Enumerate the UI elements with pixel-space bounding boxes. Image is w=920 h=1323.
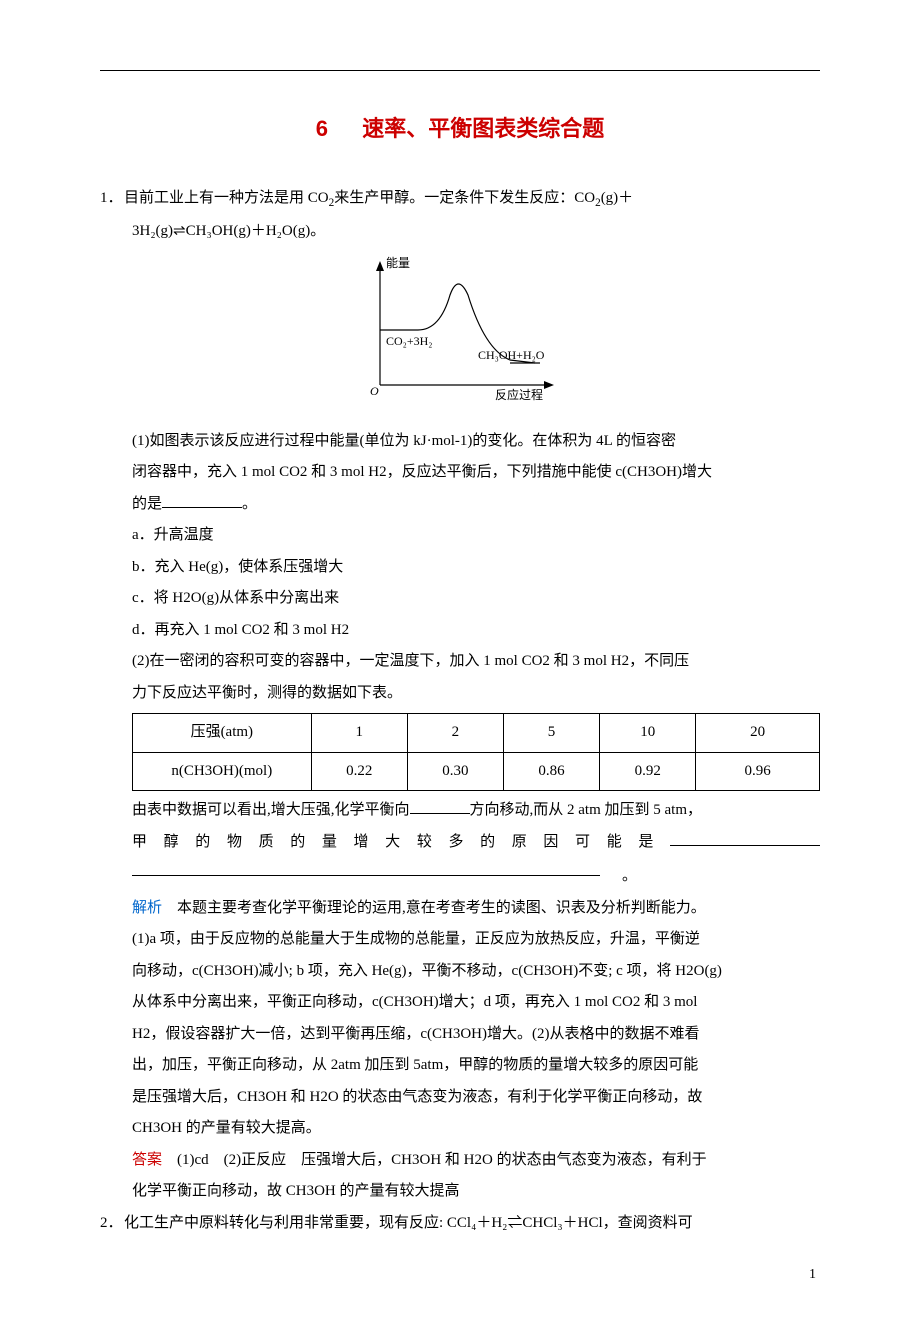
y-axis-arrow xyxy=(376,261,384,271)
q1-table-wrap: 压强(atm) 1 2 5 10 20 n(CH3OH)(mol) 0.22 0… xyxy=(100,713,820,791)
table-row: 压强(atm) 1 2 5 10 20 xyxy=(133,714,820,753)
page-title: 6 速率、平衡图表类综合题 xyxy=(100,111,820,143)
table-cell: 0.96 xyxy=(696,752,820,791)
product-label: CH₃OH+H₂O xyxy=(478,348,545,362)
q1-intro-a: 目前工业上有一种方法是用 CO xyxy=(124,190,329,206)
table-row: n(CH3OH)(mol) 0.22 0.30 0.86 0.92 0.96 xyxy=(133,752,820,791)
y-axis-label: 能量 xyxy=(386,256,410,270)
q2-number: 2． xyxy=(100,1208,124,1240)
q1-jiexi-1: 本题主要考查化学平衡理论的运用,意在考查考生的读图、识表及分析判断能力。 xyxy=(177,900,706,916)
q1-intro-line2: 3H₂(g)⇌CH₃OH(g)＋H₂O(g)。 xyxy=(100,216,820,248)
q1-p1-c: 的是 xyxy=(132,496,162,512)
q1-blank-2 xyxy=(410,799,470,814)
q1-after-c: 甲醇的物质的量增大较多的原因可能是 xyxy=(132,834,670,850)
table-cell: 0.22 xyxy=(311,752,407,791)
q1-p1-c-row: 的是 。 xyxy=(100,489,820,521)
q1-jiexi-4: 从体系中分离出来，平衡正向移动，c(CH3OH)增大；d 项，再充入 1 mol… xyxy=(100,987,820,1019)
q1-blank-3 xyxy=(670,831,820,846)
table-header-nmol: n(CH3OH)(mol) xyxy=(133,752,312,791)
table-cell: 2 xyxy=(407,714,503,753)
x-axis-label: 反应过程 xyxy=(495,387,543,402)
q1-blank-1 xyxy=(162,493,242,508)
energy-diagram-svg: 能量 CO₂+3H₂ CH₃OH+H₂O O 反应过程 xyxy=(350,255,570,405)
q1-after-table-1: 由表中数据可以看出,增大压强,化学平衡向 方向移动,而从 2 atm 加压到 5 … xyxy=(100,795,820,827)
x-axis-arrow xyxy=(544,381,554,389)
q1-intro-b: 来生产甲醇。一定条件下发生反应：CO xyxy=(334,190,595,206)
top-divider xyxy=(100,70,820,71)
q1-jiexi-6: 出，加压，平衡正向移动，从 2atm 加压到 5atm，甲醇的物质的量增大较多的… xyxy=(100,1050,820,1082)
q1-p1-b: 闭容器中，充入 1 mol CO2 和 3 mol H2，反应达平衡后，下列措施… xyxy=(100,457,820,489)
reactant-label: CO₂+3H₂ xyxy=(386,334,432,348)
q1-after-table-2: 甲醇的物质的量增大较多的原因可能是 xyxy=(100,827,820,859)
jiexi-label: 解析 xyxy=(132,900,162,916)
origin-label: O xyxy=(370,384,379,398)
q1-p1-a: (1)如图表示该反应进行过程中能量(单位为 kJ·mol-1)的变化。在体积为 … xyxy=(100,426,820,458)
q1-after-b: 方向移动,而从 2 atm 加压到 5 atm， xyxy=(470,802,703,818)
table-cell: 0.92 xyxy=(600,752,696,791)
q1-daan-2: 化学平衡正向移动，故 CH3OH 的产量有较大提高 xyxy=(100,1176,820,1208)
q1-opt-b: b．充入 He(g)，使体系压强增大 xyxy=(100,552,820,584)
q1-jiexi-3: 向移动，c(CH3OH)减小; b 项，充入 He(g)，平衡不移动，c(CH3… xyxy=(100,956,820,988)
q1-p2-a: (2)在一密闭的容积可变的容器中，一定温度下，加入 1 mol CO2 和 3 … xyxy=(100,646,820,678)
table-cell: 20 xyxy=(696,714,820,753)
table-cell: 0.86 xyxy=(503,752,599,791)
q1-after-table-4: 。 xyxy=(100,861,820,893)
table-cell: 0.30 xyxy=(407,752,503,791)
q1-opt-a: a．升高温度 xyxy=(100,520,820,552)
q1-opt-c: c．将 H2O(g)从体系中分离出来 xyxy=(100,583,820,615)
q1-daan-1: (1)cd (2)正反应 压强增大后，CH3OH 和 H2O 的状态由气态变为液… xyxy=(177,1152,707,1168)
q1-opt-d: d．再充入 1 mol CO2 和 3 mol H2 xyxy=(100,615,820,647)
document-body: 1．目前工业上有一种方法是用 CO2来生产甲醇。一定条件下发生反应：CO2(g)… xyxy=(100,183,820,1239)
daan-label: 答案 xyxy=(132,1152,162,1168)
title-text: 速率、平衡图表类综合题 xyxy=(362,116,604,141)
q1-jiexi-8: CH3OH 的产量有较大提高。 xyxy=(100,1113,820,1145)
q1-number: 1． xyxy=(100,183,124,215)
table-header-pressure: 压强(atm) xyxy=(133,714,312,753)
q1-p2-b: 力下反应达平衡时，测得的数据如下表。 xyxy=(100,678,820,710)
q1-intro-c: (g)＋ xyxy=(601,190,634,206)
page-number: 1 xyxy=(100,1267,820,1283)
table-cell: 10 xyxy=(600,714,696,753)
q1-jiexi-7: 是压强增大后，CH3OH 和 H2O 的状态由气态变为液态，有利于化学平衡正向移… xyxy=(100,1082,820,1114)
q1-jiexi-5: H2，假设容器扩大一倍，达到平衡再压缩，c(CH3OH)增大。(2)从表格中的数… xyxy=(100,1019,820,1051)
q1-after-d: 。 xyxy=(622,868,637,884)
table-cell: 5 xyxy=(503,714,599,753)
table-cell: 1 xyxy=(311,714,407,753)
q1-intro-line1: 1．目前工业上有一种方法是用 CO2来生产甲醇。一定条件下发生反应：CO2(g)… xyxy=(100,183,820,216)
q1-data-table: 压强(atm) 1 2 5 10 20 n(CH3OH)(mol) 0.22 0… xyxy=(132,713,820,791)
title-number: 6 xyxy=(316,116,328,141)
q1-jiexi-2: (1)a 项，由于反应物的总能量大于生成物的总能量，正反应为放热反应，升温，平衡… xyxy=(100,924,820,956)
q1-p1-d: 。 xyxy=(242,496,257,512)
q2-line1-row: 2．化工生产中原料转化与利用非常重要，现有反应: CCl₄＋H₂⇌CHCl₃＋H… xyxy=(100,1208,820,1240)
q1-daan-line1: 答案 (1)cd (2)正反应 压强增大后，CH3OH 和 H2O 的状态由气态… xyxy=(100,1145,820,1177)
q1-after-a: 由表中数据可以看出,增大压强,化学平衡向 xyxy=(132,802,410,818)
q2-line1: 化工生产中原料转化与利用非常重要，现有反应: CCl₄＋H₂⇌CHCl₃＋HCl… xyxy=(124,1215,693,1231)
energy-diagram: 能量 CO₂+3H₂ CH₃OH+H₂O O 反应过程 xyxy=(100,255,820,418)
q1-jiexi-line1: 解析 本题主要考查化学平衡理论的运用,意在考查考生的读图、识表及分析判断能力。 xyxy=(100,893,820,925)
